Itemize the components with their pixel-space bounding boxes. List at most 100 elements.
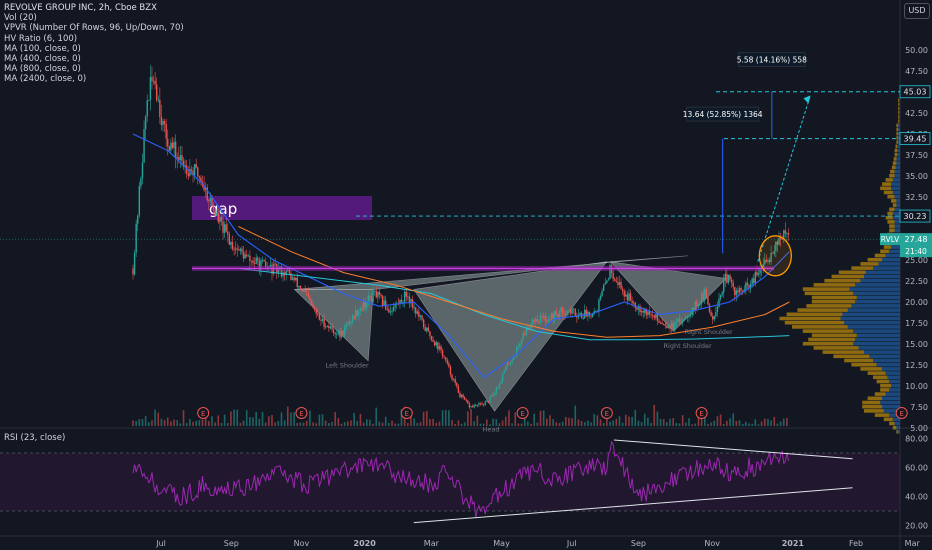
candle-body: [197, 167, 199, 177]
candle-body: [465, 399, 467, 401]
candle-body: [724, 273, 727, 281]
candle-body: [602, 284, 605, 291]
indicator-ma800[interactable]: MA (800, close, 0): [4, 64, 81, 75]
vp-bar-down: [883, 417, 893, 422]
candle-body: [386, 309, 388, 311]
candle-body: [306, 291, 308, 293]
volume-bar: [549, 415, 551, 426]
candle-body: [264, 261, 267, 267]
price-tick-label: 15.00: [905, 340, 928, 349]
candle-body: [182, 160, 185, 167]
volume-bar: [305, 420, 308, 426]
candle-body: [560, 307, 562, 312]
vp-bar-down: [892, 161, 897, 165]
vp-bar-down: [898, 102, 900, 107]
indicator-ma100[interactable]: MA (100, close, 0): [4, 43, 81, 54]
vp-bar-up: [892, 190, 900, 195]
volume-bar: [223, 414, 226, 426]
earnings-icon-label: E: [699, 410, 703, 418]
currency-badge[interactable]: USD: [904, 3, 930, 19]
candle-body: [740, 287, 742, 291]
candle-body: [347, 321, 349, 325]
volume-bar: [425, 411, 428, 426]
candle-body: [195, 164, 197, 168]
volume-bar: [211, 416, 213, 426]
vp-bar-up: [889, 249, 900, 254]
vp-bar-down: [811, 295, 857, 300]
candle-body: [525, 327, 527, 336]
candle-body: [178, 157, 180, 160]
candle-body: [489, 396, 491, 404]
vp-bar-down: [893, 157, 897, 161]
candle-body: [165, 124, 167, 139]
candle-body: [370, 298, 373, 302]
candle-body: [304, 289, 306, 292]
volume-bar: [356, 421, 359, 426]
vp-bar-down: [786, 312, 843, 317]
volume-bar: [625, 414, 627, 426]
candle-body: [490, 394, 493, 397]
vp-bar-down: [851, 266, 873, 270]
volume-bar: [520, 423, 523, 426]
vp-bar-up: [865, 270, 900, 275]
candle-body: [694, 301, 697, 311]
time-tick-label: 2021: [782, 539, 805, 548]
rsi-title[interactable]: RSI (23, close): [4, 433, 66, 443]
volume-bar: [470, 408, 472, 426]
volume-bar: [754, 419, 757, 426]
candle-body: [574, 309, 576, 317]
candle-body: [435, 342, 437, 346]
candle-body: [294, 277, 297, 281]
candle-body: [367, 295, 370, 302]
legend-panel: REVOLVE GROUP INC, 2h, Cboe BZX Vol (20)…: [4, 3, 184, 85]
volume-bar: [764, 418, 766, 426]
indicator-ma400[interactable]: MA (400, close, 0): [4, 54, 81, 65]
candle-body: [438, 346, 441, 350]
price-tick-label: 7.50: [910, 403, 928, 412]
vp-bar-down: [874, 392, 886, 396]
vp-bar-down: [860, 367, 882, 371]
candle-body: [606, 280, 608, 283]
vp-bar-up: [897, 144, 900, 149]
volume-bar: [492, 418, 494, 426]
indicator-vpvr[interactable]: VPVR (Number Of Rows, 96, Up/Down, 70): [4, 23, 184, 34]
vp-bar-down: [811, 299, 855, 304]
vp-bar-down: [808, 337, 855, 342]
earnings-icon: [516, 407, 529, 419]
candle-body: [155, 84, 158, 101]
candle-body: [446, 360, 449, 364]
vp-bar-up: [899, 106, 900, 111]
symbol-tag: [880, 233, 900, 246]
vp-bar-down: [896, 430, 899, 434]
vp-bar-up: [891, 245, 900, 249]
volume-bar: [378, 421, 381, 426]
vp-bar-down: [898, 119, 900, 123]
vp-bar-up: [880, 400, 900, 405]
candle-body: [152, 80, 155, 82]
candle-body: [209, 197, 212, 202]
volume-bar: [147, 421, 150, 426]
indicator-hv-ratio[interactable]: HV Ratio (6, 100): [4, 33, 78, 44]
vp-bar-up: [892, 211, 900, 216]
volume-bar: [653, 404, 656, 426]
candle-body: [667, 325, 670, 329]
indicator-vol[interactable]: Vol (20): [4, 13, 37, 24]
candle-body: [674, 323, 676, 330]
candle-body: [291, 277, 294, 280]
indicator-ma2400[interactable]: MA (2400, close, 0): [4, 74, 87, 85]
volume-bar: [384, 416, 387, 426]
volume-bar: [454, 423, 457, 426]
vp-bar-down: [892, 425, 897, 430]
volume-bar: [703, 415, 706, 426]
candle-body: [726, 273, 728, 283]
candle-body: [343, 327, 346, 335]
vp-bar-up: [896, 425, 900, 430]
volume-bar: [268, 416, 270, 426]
candle-body: [648, 311, 651, 315]
candle-body: [144, 116, 147, 130]
candle-body: [239, 248, 242, 251]
candle-body: [366, 301, 368, 308]
candle-body: [587, 311, 589, 317]
